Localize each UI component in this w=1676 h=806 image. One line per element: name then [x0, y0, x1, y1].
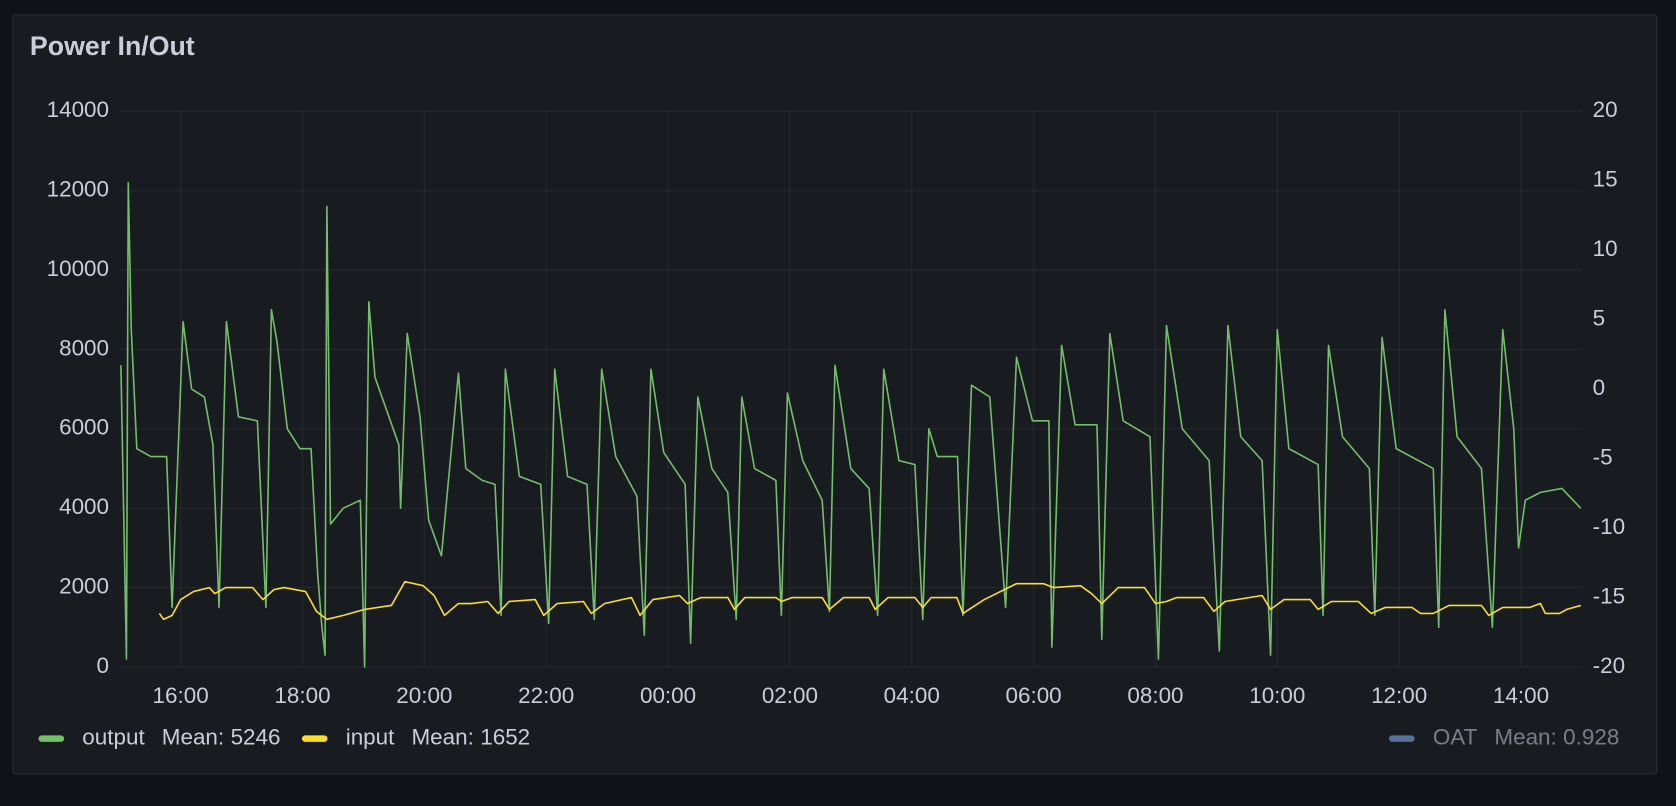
legend-calc: Mean: — [162, 725, 224, 750]
legend-name: output — [82, 725, 145, 750]
y-tick-label: 2000 — [59, 574, 109, 599]
legend-name: input — [346, 725, 395, 750]
legend-calc: Mean: — [411, 725, 473, 750]
y2-tick-label: 5 — [1593, 306, 1605, 331]
y-tick-label: 6000 — [59, 415, 109, 440]
y-tick-label: 10000 — [47, 256, 109, 281]
y2-tick-label: 15 — [1593, 167, 1618, 192]
legend-swatch — [1389, 735, 1415, 742]
y-tick-label: 4000 — [59, 494, 109, 519]
x-tick-label: 18:00 — [274, 683, 330, 708]
x-tick-label: 10:00 — [1249, 683, 1305, 708]
y-tick-label: 12000 — [47, 177, 109, 202]
legend-item: input Mean: 1652 — [301, 725, 530, 750]
y2-tick-label: -10 — [1593, 514, 1625, 539]
x-tick-label: 06:00 — [1006, 683, 1062, 708]
x-tick-label: 16:00 — [153, 683, 209, 708]
legend-value: 1652 — [480, 725, 530, 750]
chart-title: Power In/Out — [30, 31, 195, 61]
x-tick-label: 22:00 — [518, 683, 574, 708]
y2-tick-label: -20 — [1593, 653, 1625, 678]
y-tick-label: 8000 — [59, 335, 109, 360]
y-tick-label: 0 — [97, 653, 109, 678]
x-tick-label: 02:00 — [762, 683, 818, 708]
x-tick-label: 04:00 — [884, 683, 940, 708]
legend-item: output Mean: 5246 — [38, 725, 281, 750]
series-line — [158, 580, 1581, 621]
legend-swatch — [301, 735, 328, 742]
y2-tick-label: 20 — [1593, 97, 1618, 122]
series-line — [120, 181, 1582, 668]
x-tick-label: 14:00 — [1493, 683, 1549, 708]
legend-item: OAT Mean: 0.928 — [1389, 725, 1619, 750]
legend-value: 0.928 — [1563, 725, 1619, 750]
x-tick-label: 12:00 — [1371, 683, 1427, 708]
x-tick-label: 20:00 — [396, 683, 452, 708]
y2-tick-label: -5 — [1593, 445, 1613, 470]
legend-calc: Mean: — [1494, 725, 1556, 750]
x-tick-label: 08:00 — [1127, 683, 1183, 708]
y-tick-label: 14000 — [47, 97, 109, 122]
y2-tick-label: 0 — [1593, 375, 1605, 400]
legend-value: 5246 — [231, 725, 281, 750]
legend-name: OAT — [1433, 725, 1478, 750]
x-tick-label: 00:00 — [640, 683, 696, 708]
y2-tick-label: 10 — [1593, 236, 1618, 261]
y2-tick-label: -15 — [1593, 583, 1625, 608]
legend-swatch — [38, 735, 65, 742]
